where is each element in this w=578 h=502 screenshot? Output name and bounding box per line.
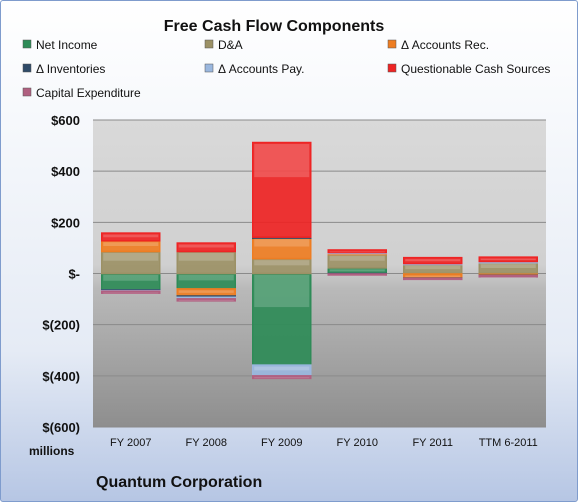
y-axis-labels: $600 $400 $200 $- $(200) $(400) $(600) (42, 113, 80, 435)
y-tick-label: $(600) (42, 420, 80, 435)
bar-highlight (254, 377, 310, 379)
legend-label: Δ Inventories (36, 62, 105, 76)
bar-highlight (178, 300, 234, 302)
bar-highlight (103, 252, 159, 261)
bar-highlight (405, 259, 461, 262)
bar-highlight (405, 266, 461, 270)
bar-segment (403, 277, 463, 281)
bar-segment (478, 274, 538, 278)
legend-label: Questionable Cash Sources (401, 62, 550, 76)
legend-swatch (22, 63, 32, 73)
bar-highlight (254, 144, 310, 178)
bar-segment (478, 256, 538, 263)
bar-highlight (329, 269, 385, 272)
bar-highlight (329, 251, 385, 253)
x-tick-label: FY 2008 (186, 437, 227, 449)
bar-highlight (178, 252, 234, 261)
gridlines (93, 119, 546, 428)
chart-title: Free Cash Flow Components (164, 18, 385, 35)
bar-segment (252, 272, 312, 366)
bar-segment (252, 141, 312, 238)
bar-segment (403, 256, 463, 265)
x-axis-labels: FY 2007 FY 2008 FY 2009 FY 2010 FY 2011 TTM 6… (110, 437, 538, 449)
x-tick-label: FY 2010 (337, 437, 378, 449)
y-tick-label: $400 (51, 164, 80, 179)
unit-label: millions (29, 444, 75, 458)
legend-label: Capital Expenditure (36, 86, 141, 100)
x-tick-label: FY 2011 (412, 437, 453, 449)
bar-highlight (480, 264, 536, 269)
bar-highlight (480, 258, 536, 261)
company-label: Quantum Corporation (96, 474, 262, 491)
bar-highlight (178, 290, 234, 293)
legend-swatch (22, 39, 32, 49)
bar-highlight (103, 275, 159, 281)
bar-highlight (254, 275, 310, 308)
legend: Net Income D&A Δ Accounts Rec. Δ Inventorie… (22, 38, 550, 100)
bar-highlight (254, 239, 310, 247)
bar-highlight (178, 244, 234, 248)
y-tick-label: $- (68, 267, 80, 282)
legend-swatch (204, 63, 214, 73)
bar-segment (101, 290, 161, 294)
y-tick-label: $(200) (42, 318, 80, 333)
y-tick-label: $(400) (42, 369, 80, 384)
bar-segment (327, 249, 387, 254)
legend-label: D&A (218, 38, 243, 52)
bar-highlight (254, 366, 310, 371)
legend-label: Δ Accounts Rec. (401, 38, 489, 52)
legend-swatch (22, 87, 32, 97)
bar-highlight (329, 256, 385, 261)
y-tick-label: $600 (51, 113, 80, 128)
bar-highlight (103, 234, 159, 238)
bar-segment (101, 232, 161, 242)
bar-segment (176, 298, 236, 302)
x-tick-label: FY 2009 (261, 437, 302, 449)
y-tick-label: $200 (51, 215, 80, 230)
legend-label: Δ Accounts Pay. (218, 62, 305, 76)
bar-segment (327, 273, 387, 276)
bar-highlight (254, 260, 310, 266)
bar-highlight (405, 275, 461, 277)
legend-swatch (387, 39, 397, 49)
x-tick-label: FY 2007 (110, 437, 151, 449)
legend-label: Net Income (36, 38, 98, 52)
bar-highlight (178, 275, 234, 281)
legend-swatch (204, 39, 214, 49)
legend-swatch (387, 63, 397, 73)
bars (101, 141, 538, 380)
bar-highlight (103, 242, 159, 247)
x-tick-label: TTM 6-2011 (479, 437, 538, 449)
bar-segment (252, 375, 312, 380)
bar-highlight (103, 292, 159, 294)
bar-segment (176, 242, 236, 253)
